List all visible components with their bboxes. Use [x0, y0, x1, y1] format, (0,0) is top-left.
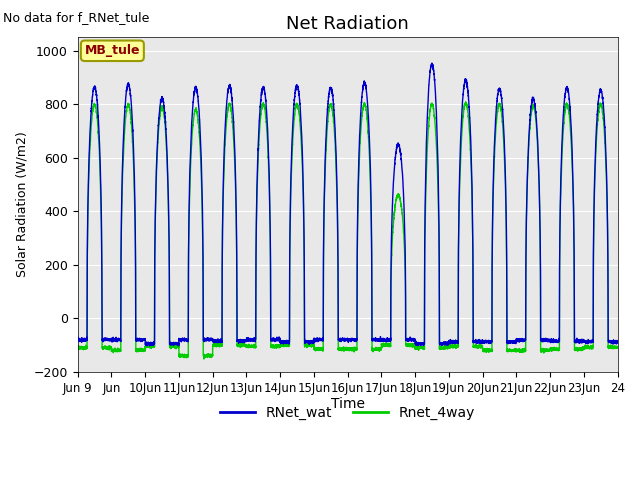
Text: MB_tule: MB_tule	[84, 44, 140, 57]
Title: Net Radiation: Net Radiation	[286, 15, 409, 33]
Text: No data for f_RNet_tule: No data for f_RNet_tule	[3, 11, 150, 24]
Y-axis label: Solar Radiation (W/m2): Solar Radiation (W/m2)	[15, 132, 28, 277]
X-axis label: Time: Time	[331, 397, 365, 411]
Legend: RNet_wat, Rnet_4way: RNet_wat, Rnet_4way	[214, 400, 481, 425]
